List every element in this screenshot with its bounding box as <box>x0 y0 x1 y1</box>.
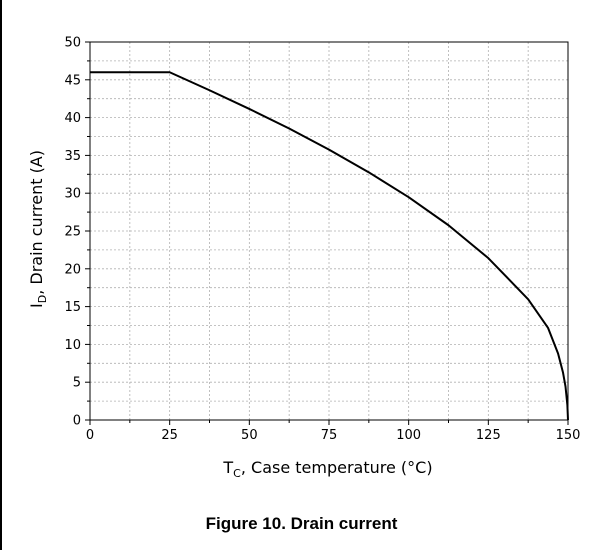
y-tick-label: 15 <box>64 300 81 315</box>
y-tick-label: 5 <box>73 376 81 391</box>
x-tick-label: 25 <box>161 428 178 443</box>
drain-current-curve <box>90 71 569 421</box>
tick-labels: 0 25 50 75 100 125 150 0 5 10 15 20 25 30 35 40 45 50 <box>64 36 580 444</box>
y-tick-label: 40 <box>64 111 81 126</box>
x-tick-label: 150 <box>556 428 581 443</box>
y-tick-label: 30 <box>64 187 81 202</box>
x-tick-label: 75 <box>321 428 338 443</box>
page-border-left <box>0 0 2 550</box>
y-tick-label: 25 <box>64 225 81 240</box>
drain-current-chart: 0 25 50 75 100 125 150 0 5 10 15 20 25 30 35 40 45 50 TC,… <box>27 36 580 481</box>
x-axis-label: TC, Case temperature (°C) <box>222 458 432 480</box>
y-tick-label: 50 <box>64 36 81 51</box>
y-tick-label: 45 <box>64 73 81 88</box>
x-tick-label: 50 <box>241 428 258 443</box>
y-tick-label: 0 <box>73 414 81 429</box>
y-tick-label: 20 <box>64 262 81 277</box>
y-tick-label: 10 <box>64 338 81 353</box>
grid <box>90 42 568 420</box>
y-axis-label: ID, Drain current (A) <box>27 150 49 308</box>
axis-ticks <box>85 41 569 425</box>
x-tick-label: 0 <box>86 428 94 443</box>
x-tick-label: 125 <box>476 428 501 443</box>
y-tick-label: 35 <box>64 149 81 164</box>
x-tick-label: 100 <box>396 428 421 443</box>
figure-caption: Figure 10. Drain current <box>205 514 398 533</box>
series-layer <box>90 71 569 421</box>
